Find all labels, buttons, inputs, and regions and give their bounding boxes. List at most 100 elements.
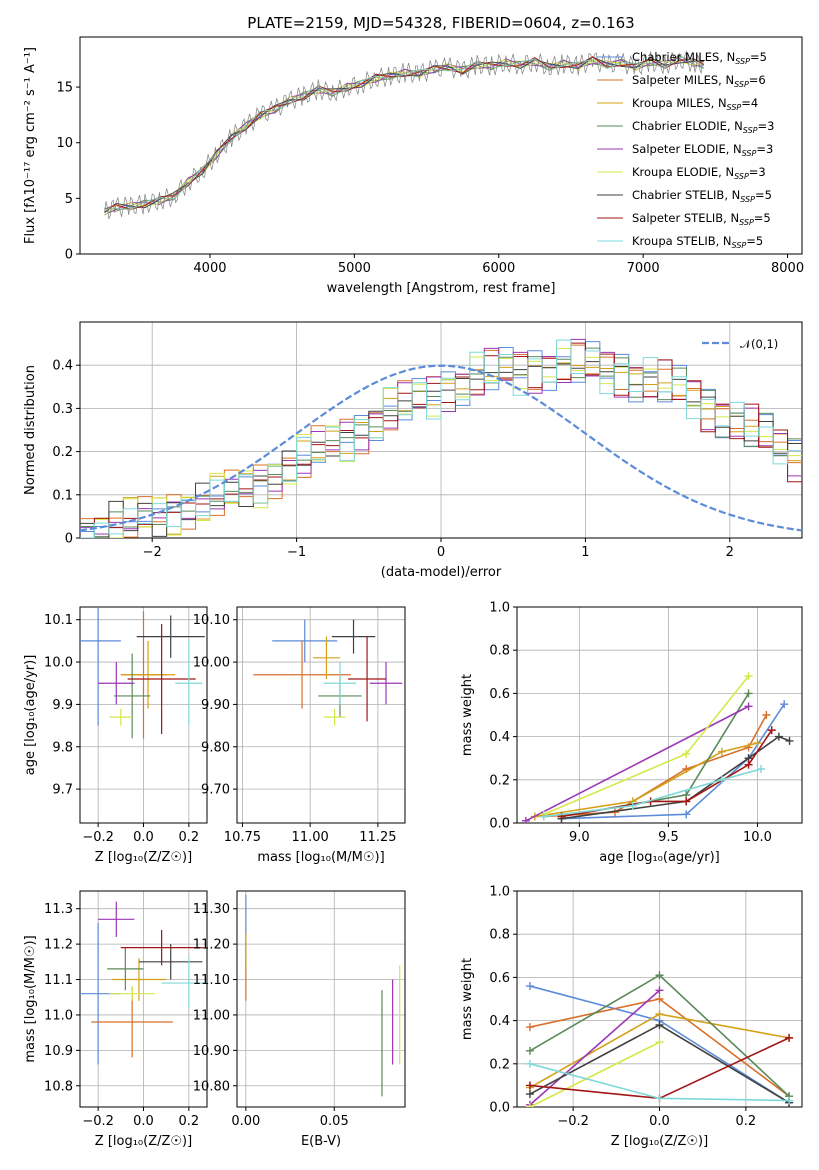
x-tick-label: 0	[437, 545, 445, 560]
x-tick-label: 11.00	[292, 830, 329, 845]
y-tick-label: 11.00	[193, 1008, 230, 1023]
y-tick-label: 9.7	[52, 783, 73, 798]
y-tick-label: 11.2	[44, 938, 73, 953]
legend-label: Chabrier STELIB, NSSP=5	[632, 188, 772, 204]
x-tick-label: 5000	[338, 261, 371, 276]
x-tick-label: −2	[143, 545, 162, 560]
model-spectrum-line	[104, 55, 704, 212]
y-tick-label: 0.0	[489, 1101, 510, 1116]
y-tick-label: 10.0	[44, 656, 73, 671]
x-axis-label: age [log₁₀(age/yr)]	[599, 850, 720, 865]
chart-spectrum: 4000 5000 6000 7000 8000 0 5 10 15 wavelength [An…	[23, 36, 804, 296]
model-spectrum-line	[104, 55, 705, 210]
plot-area	[80, 338, 802, 538]
y-tick-label: 11.10	[193, 973, 230, 988]
plot-area	[525, 971, 794, 1107]
series-marker	[767, 726, 776, 735]
legend-label: Chabrier MILES, NSSP=5	[632, 50, 767, 66]
plot-area	[253, 619, 403, 726]
plot-frame	[79, 36, 803, 255]
x-axis-label: mass [log₁₀(M/M☉)]	[257, 850, 384, 865]
x-tick-label: 10.75	[224, 830, 261, 845]
chart-residuals: −2 −1 0 1 2 0 0.1 0.2 0.3 0.4 (data-model)/error No…	[23, 321, 803, 580]
chart-z-vs-mass: −0.2 0.0 0.2 10.8 10.9 11.0 11.1 11.2 11.3 Z [log…	[23, 890, 208, 1149]
x-axis-label: wavelength [Angstrom, rest frame]	[327, 281, 556, 296]
x-tick-label: 0.2	[179, 830, 200, 845]
y-tick-label: 0.2	[489, 773, 510, 788]
series-marker	[785, 1033, 794, 1042]
y-tick-label: 9.70	[201, 783, 230, 798]
y-tick-label: 1.0	[489, 601, 510, 616]
legend-label: Salpeter ELODIE, NSSP=3	[632, 142, 773, 158]
y-axis-label: mass weight	[460, 674, 475, 756]
y-tick-label: 11.1	[44, 973, 73, 988]
series-marker	[655, 995, 664, 1003]
y-tick-label: 10.90	[193, 1044, 230, 1059]
y-tick-label: 0.8	[489, 644, 510, 659]
model-spectrum-line	[104, 56, 705, 211]
y-tick-label: 0.2	[489, 1057, 510, 1072]
y-tick-label: 10.1	[44, 613, 73, 628]
legend-label: Kroupa ELODIE, NSSP=3	[632, 165, 766, 181]
y-tick-label: 0.6	[489, 971, 510, 986]
plot-area	[104, 50, 705, 220]
y-axis-label: age [log₁₀(age/yr)]	[23, 655, 38, 776]
series-marker	[539, 812, 548, 821]
series-marker	[628, 801, 637, 810]
legend-label: Chabrier ELODIE, NSSP=3	[632, 119, 774, 135]
chart-z-vs-massweight: −0.2 0.0 0.2 0.0 0.2 0.4 0.6 0.8 1.0 Z [log₁₀(Z/Z…	[460, 885, 803, 1149]
x-tick-label: −0.2	[82, 1114, 114, 1129]
y-axis-label: mass weight	[460, 958, 475, 1040]
series-marker	[525, 1081, 534, 1090]
y-tick-label: 0.4	[52, 359, 73, 374]
series-line	[529, 989, 661, 1106]
legend-label: 𝒩(0,1)	[740, 337, 778, 351]
y-tick-label: 10.10	[193, 613, 230, 628]
y-tick-label: 0.3	[52, 402, 73, 417]
x-axis-label: Z [log₁₀(Z/Z☉)]	[95, 1134, 192, 1149]
series-marker	[780, 700, 789, 709]
series-marker	[525, 1090, 534, 1099]
y-tick-label: 0.6	[489, 687, 510, 702]
y-tick-label: 11.3	[44, 902, 73, 917]
y-tick-label: 0.8	[489, 928, 510, 943]
x-tick-label: 2	[726, 545, 734, 560]
y-tick-label: 9.80	[201, 740, 230, 755]
y-tick-label: 0	[65, 532, 73, 547]
legend-label: Kroupa MILES, NSSP=4	[632, 96, 758, 112]
chart-ebv-vs-mass: 0.00 0.05 10.80 10.90 11.00 11.10 11.20 11.30 E(…	[193, 890, 406, 1149]
series-marker	[785, 736, 794, 745]
series-marker	[682, 810, 691, 819]
y-tick-label: 15	[56, 81, 73, 96]
series-marker	[757, 765, 766, 773]
x-axis-label: E(B-V)	[301, 1134, 341, 1149]
y-tick-label: 10.9	[44, 1044, 73, 1059]
x-tick-label: 0.2	[736, 1114, 757, 1129]
histogram-step	[80, 339, 802, 538]
plot-frame	[236, 890, 406, 1108]
plot-area	[245, 894, 401, 1097]
plot-frame	[236, 606, 406, 824]
series-marker	[655, 1094, 664, 1103]
chart-z-vs-age: −0.2 0.0 0.2 9.7 9.8 9.9 10.0 10.1 Z [log₁₀(Z/Z☉…	[23, 606, 208, 865]
y-tick-label: 9.8	[52, 740, 73, 755]
series-marker	[525, 1023, 534, 1032]
series-marker	[785, 1096, 794, 1105]
chart-mass-vs-age: 10.75 11.00 11.25 9.70 9.80 9.90 10.00 10.10 mas…	[193, 606, 406, 865]
series-marker	[717, 775, 726, 784]
x-axis-label: Z [log₁₀(Z/Z☉)]	[95, 850, 192, 865]
y-tick-label: 0.2	[52, 445, 73, 460]
model-spectrum-line	[104, 56, 704, 214]
series-marker	[525, 1059, 534, 1068]
y-tick-label: 0	[65, 248, 73, 263]
series-marker	[521, 816, 530, 823]
y-tick-label: 10.00	[193, 656, 230, 671]
series-marker	[744, 702, 753, 711]
x-tick-label: 7000	[627, 261, 660, 276]
series-marker	[762, 711, 771, 719]
plot-area	[80, 607, 205, 739]
x-tick-label: −0.2	[557, 1114, 589, 1129]
data-spectrum-line	[104, 50, 703, 220]
series-marker	[655, 1038, 664, 1047]
